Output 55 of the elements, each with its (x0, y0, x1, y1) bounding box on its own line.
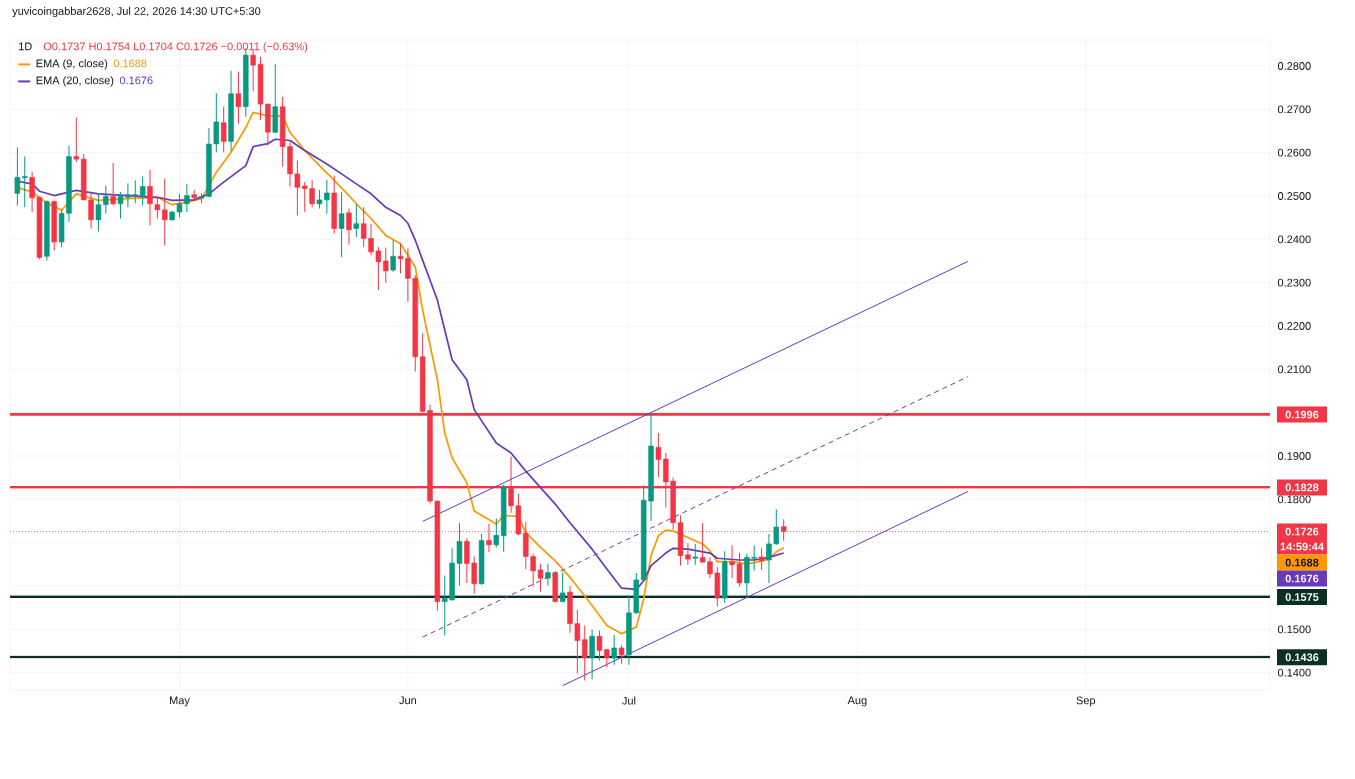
candlestick (338, 191, 345, 258)
candlestick (154, 196, 161, 220)
candlestick (758, 547, 765, 571)
text: 0.1688 (1285, 558, 1319, 567)
y-tick-label: 0.2300 (1277, 278, 1311, 287)
candlestick (611, 634, 617, 666)
x-tick-label: Jul (622, 696, 636, 705)
candlestick (110, 162, 116, 207)
x-tick-label: May (170, 696, 190, 707)
y-tick-label: 0.2400 (1277, 235, 1311, 244)
x-tick-label: Sep (1076, 696, 1096, 707)
candlestick (162, 178, 168, 246)
candlestick (618, 644, 625, 665)
candlestick (589, 629, 595, 680)
text: 14:59:44 (1280, 542, 1324, 551)
candlestick (559, 572, 566, 603)
legend-label: EMA (20, close) (36, 76, 114, 87)
candlestick (73, 117, 80, 163)
ref-line-label: 0.1575 (1285, 593, 1319, 601)
y-tick-label: 0.2800 (1277, 62, 1311, 70)
candlestick (390, 239, 396, 273)
candlestick (545, 563, 551, 587)
candlestick (493, 517, 500, 548)
ref-line-label: 0.1726 (1285, 527, 1319, 536)
y-tick-label: 0.2500 (1277, 192, 1311, 200)
candlestick (346, 208, 352, 246)
candlestick (139, 175, 146, 207)
candlestick (235, 71, 242, 125)
y-tick-label: 0.2600 (1277, 148, 1311, 157)
ref-line-label: 0.1996 (1285, 410, 1319, 419)
candlestick (582, 624, 588, 681)
y-tick-label: 0.1400 (1277, 668, 1311, 677)
y-tick-label: 0.1500 (1277, 625, 1311, 634)
x-tick-label: Jun (399, 696, 417, 705)
y-tick-label: 0.2100 (1277, 365, 1311, 374)
ref-line-label: 0.1828 (1285, 483, 1319, 492)
text: 0.1676 (1285, 574, 1319, 583)
text: yuvicoingabbar2628, Jul 22, 2026 14:30 UTC+5:30 (12, 6, 261, 18)
candlestick (22, 156, 28, 208)
annotation: 0.1688 (113, 59, 147, 68)
candlestick (220, 106, 227, 153)
candlestick (14, 146, 21, 207)
annotation: 0.1676 (119, 76, 153, 85)
y-tick-label: 0.2700 (1277, 105, 1311, 114)
legend-label: EMA (9, close) (36, 59, 108, 70)
y-tick-label: 0.1900 (1277, 452, 1311, 460)
y-tick-label: 0.2200 (1277, 322, 1311, 330)
chart-title: 1D (19, 42, 32, 51)
candlestick (147, 169, 153, 226)
candlestick (692, 543, 698, 566)
ref-line-label: 0.1436 (1285, 653, 1319, 662)
x-tick-label: Aug (847, 696, 867, 707)
y-tick-label: 0.1800 (1277, 495, 1311, 504)
candlestick (353, 203, 360, 238)
chart-subtitle: O0.1737 H0.1754 L0.1704 C0.1726 −0.0011 (−0.63%) (43, 42, 308, 53)
